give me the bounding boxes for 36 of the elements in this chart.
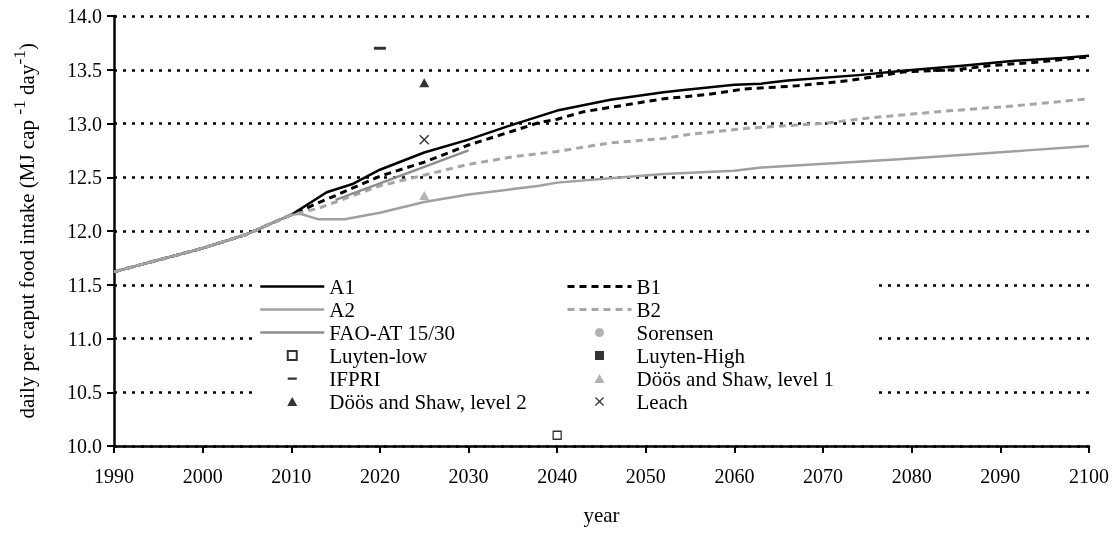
x-tick-label: 2000 <box>182 465 223 487</box>
x-tick-label: 2020 <box>359 465 400 487</box>
x-tick-label: 1990 <box>94 465 134 487</box>
legend-label: FAO-AT 15/30 <box>329 320 456 345</box>
point <box>419 134 430 145</box>
y-tick-label: 11.5 <box>67 273 102 296</box>
legend-label: B2 <box>636 297 662 322</box>
legend-label: Luyten-low <box>329 343 429 368</box>
y-tick-label: 14.0 <box>67 5 102 27</box>
x-tick-label: 2100 <box>1069 465 1109 487</box>
point <box>419 191 430 201</box>
y-tick-label: 11.0 <box>67 327 102 350</box>
legend-label: A1 <box>329 274 355 299</box>
x-tick-label: 2080 <box>891 465 932 487</box>
x-tick-label: 2040 <box>537 465 578 487</box>
y-tick-label: 10.0 <box>67 435 102 457</box>
x-tick-label: 2070 <box>803 465 844 487</box>
y-tick-label: 12.0 <box>67 220 102 242</box>
y-tick-label: 10.5 <box>67 381 102 404</box>
legend-label: Döös and Shaw, level 2 <box>329 389 527 414</box>
y-tick-label: 13.5 <box>67 58 102 81</box>
x-tick-label: 2010 <box>271 465 312 487</box>
legend-label: Leach <box>636 389 689 414</box>
legend-label: Sorensen <box>636 320 714 345</box>
x-tick-label: 2090 <box>980 465 1021 487</box>
legend-label: Luyten-High <box>636 343 746 368</box>
x-tick-label: 2030 <box>448 465 489 487</box>
point <box>419 78 430 88</box>
y-tick-label: 13.0 <box>67 112 102 135</box>
x-tick-label: 2050 <box>625 465 666 487</box>
x-tick-label: 2060 <box>714 465 755 487</box>
x-axis-title: year <box>583 502 620 527</box>
legend-label: B1 <box>636 274 662 299</box>
point <box>552 430 562 440</box>
legend-label: A2 <box>329 297 355 322</box>
y-tick-label: 12.5 <box>67 166 102 189</box>
